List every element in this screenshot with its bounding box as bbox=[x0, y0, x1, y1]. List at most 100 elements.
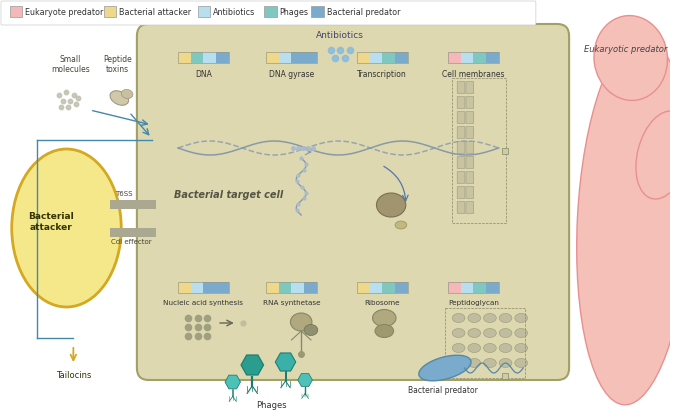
Ellipse shape bbox=[110, 91, 129, 105]
Ellipse shape bbox=[452, 359, 465, 367]
Bar bbox=[370, 52, 382, 63]
Bar bbox=[291, 52, 304, 63]
Text: Bacterial target cell: Bacterial target cell bbox=[174, 190, 284, 200]
FancyBboxPatch shape bbox=[466, 127, 474, 138]
Bar bbox=[395, 282, 408, 293]
Bar bbox=[197, 6, 210, 17]
Ellipse shape bbox=[484, 359, 496, 367]
FancyBboxPatch shape bbox=[466, 97, 474, 109]
FancyBboxPatch shape bbox=[466, 171, 474, 184]
FancyBboxPatch shape bbox=[1, 1, 536, 25]
FancyBboxPatch shape bbox=[466, 82, 474, 94]
FancyBboxPatch shape bbox=[466, 186, 474, 199]
Bar bbox=[304, 282, 317, 293]
Ellipse shape bbox=[515, 359, 527, 367]
Text: Cdi effector: Cdi effector bbox=[112, 239, 152, 245]
Text: Nucleic acid synthesis: Nucleic acid synthesis bbox=[164, 300, 243, 306]
Bar bbox=[266, 282, 279, 293]
Bar bbox=[178, 52, 229, 63]
FancyBboxPatch shape bbox=[457, 97, 465, 109]
FancyBboxPatch shape bbox=[457, 142, 465, 153]
FancyBboxPatch shape bbox=[457, 112, 465, 123]
Text: Bacterial
attacker: Bacterial attacker bbox=[28, 212, 74, 232]
Text: Peptidoglycan: Peptidoglycan bbox=[448, 300, 499, 306]
FancyBboxPatch shape bbox=[457, 156, 465, 168]
Text: Ribosome: Ribosome bbox=[364, 300, 400, 306]
Bar bbox=[203, 52, 216, 63]
Bar bbox=[103, 6, 116, 17]
Ellipse shape bbox=[484, 314, 496, 323]
Text: DNA: DNA bbox=[195, 70, 212, 79]
Ellipse shape bbox=[515, 314, 527, 323]
Bar bbox=[190, 52, 203, 63]
Ellipse shape bbox=[290, 313, 312, 331]
Text: Peptide
toxins: Peptide toxins bbox=[103, 55, 132, 74]
Bar bbox=[178, 52, 190, 63]
Bar bbox=[473, 52, 486, 63]
Text: T6SS: T6SS bbox=[115, 191, 133, 197]
Ellipse shape bbox=[577, 35, 685, 405]
Bar bbox=[486, 52, 499, 63]
FancyBboxPatch shape bbox=[457, 186, 465, 199]
Ellipse shape bbox=[515, 329, 527, 337]
Ellipse shape bbox=[484, 344, 496, 352]
Bar bbox=[110, 203, 156, 206]
Ellipse shape bbox=[468, 329, 481, 337]
Bar bbox=[370, 282, 382, 293]
Text: Eukaryotic predator: Eukaryotic predator bbox=[584, 45, 667, 54]
Bar bbox=[110, 200, 156, 202]
FancyBboxPatch shape bbox=[466, 201, 474, 214]
Ellipse shape bbox=[468, 344, 481, 352]
FancyBboxPatch shape bbox=[457, 127, 465, 138]
Ellipse shape bbox=[468, 359, 481, 367]
Text: Tailocins: Tailocins bbox=[55, 371, 91, 380]
Bar bbox=[279, 282, 291, 293]
Bar bbox=[311, 6, 324, 17]
Ellipse shape bbox=[373, 309, 396, 326]
Bar bbox=[382, 52, 395, 63]
Bar bbox=[460, 52, 473, 63]
Ellipse shape bbox=[304, 324, 318, 336]
Bar bbox=[110, 234, 156, 237]
FancyBboxPatch shape bbox=[137, 24, 569, 380]
Bar bbox=[110, 228, 156, 230]
Text: Bacterial predator: Bacterial predator bbox=[408, 386, 478, 395]
Text: Antibiotics: Antibiotics bbox=[316, 31, 364, 40]
Ellipse shape bbox=[452, 329, 465, 337]
Ellipse shape bbox=[395, 221, 407, 229]
FancyBboxPatch shape bbox=[466, 142, 474, 153]
Bar bbox=[357, 282, 408, 293]
Bar bbox=[110, 206, 156, 209]
Ellipse shape bbox=[377, 193, 406, 217]
Bar bbox=[190, 282, 203, 293]
Bar bbox=[357, 52, 370, 63]
Bar bbox=[448, 52, 499, 63]
Bar bbox=[501, 373, 508, 379]
Text: Transcription: Transcription bbox=[358, 70, 407, 79]
Bar bbox=[266, 52, 279, 63]
Text: Eukaryote predator: Eukaryote predator bbox=[25, 8, 104, 17]
Ellipse shape bbox=[452, 344, 465, 352]
Ellipse shape bbox=[468, 314, 481, 323]
Text: Cell membranes: Cell membranes bbox=[442, 70, 505, 79]
Ellipse shape bbox=[121, 89, 133, 99]
Ellipse shape bbox=[499, 329, 512, 337]
Bar bbox=[382, 282, 395, 293]
Bar bbox=[178, 282, 229, 293]
FancyBboxPatch shape bbox=[466, 156, 474, 168]
Text: Antibiotics: Antibiotics bbox=[213, 8, 256, 17]
Bar bbox=[452, 78, 506, 223]
Text: Bacterial attacker: Bacterial attacker bbox=[119, 8, 191, 17]
FancyBboxPatch shape bbox=[466, 112, 474, 123]
Bar bbox=[216, 282, 229, 293]
Bar bbox=[448, 282, 499, 293]
Bar bbox=[357, 52, 408, 63]
Bar bbox=[266, 52, 317, 63]
Bar bbox=[10, 6, 23, 17]
Bar bbox=[448, 282, 460, 293]
Bar bbox=[445, 308, 525, 378]
Ellipse shape bbox=[484, 329, 496, 337]
Text: RNA synthetase: RNA synthetase bbox=[262, 300, 320, 306]
Bar bbox=[473, 282, 486, 293]
Text: Phages: Phages bbox=[256, 401, 287, 410]
